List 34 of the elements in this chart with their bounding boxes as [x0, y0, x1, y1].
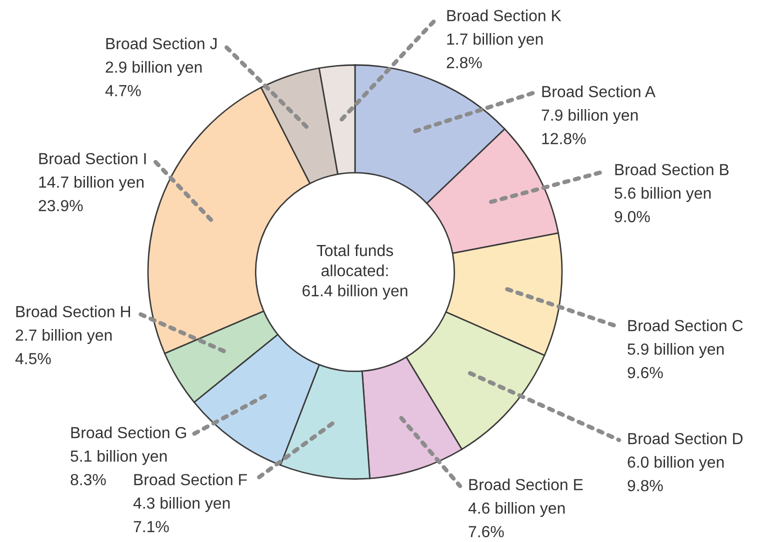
- data-label: 5.1 billion yen: [70, 450, 167, 465]
- text: Total funds allocated: 61.4 billion yen: [302, 244, 408, 300]
- data-label: 4.3 billion yen: [133, 497, 230, 512]
- text: 9.8%: [628, 480, 663, 492]
- slice-label: Broad Section J: [106, 38, 217, 50]
- slice-label: Broad Section E: [469, 478, 583, 490]
- data-label: 6.0 billion yen: [628, 456, 724, 471]
- slice-label: Broad Section C: [628, 320, 743, 332]
- data-label: 1.7 billion yen: [447, 33, 543, 48]
- text: 4.5%: [15, 353, 51, 364]
- slice-label: Broad Section B: [615, 164, 729, 176]
- data-label: 4.6 billion yen: [468, 502, 565, 517]
- slice-label: Broad Section D: [628, 432, 743, 444]
- data-label: 5.6 billion yen: [614, 187, 711, 202]
- text: 9.0%: [614, 210, 650, 222]
- text: 9.6%: [628, 366, 663, 378]
- slice-label: Broad Section F: [134, 474, 247, 486]
- data-label: 2.9 billion yen: [106, 61, 202, 76]
- text: 23.9%: [38, 200, 83, 212]
- slice-label: Broad Section K: [447, 10, 562, 22]
- text: 7.1%: [134, 521, 169, 532]
- data-label: 2.7 billion yen: [16, 329, 112, 344]
- data-label: 5.9 billion yen: [628, 343, 724, 358]
- text: 7.6%: [468, 526, 504, 538]
- data-label: 7.9 billion yen: [542, 109, 638, 124]
- slice-label: Broad Section H: [16, 306, 130, 318]
- slice-label: Broad Section G: [71, 426, 186, 438]
- slice-label: Broad Section I: [39, 152, 146, 164]
- text: 4.7%: [105, 85, 141, 96]
- data-label: 14.7 billion yen: [39, 176, 144, 191]
- slice-label: Broad Section A: [542, 86, 656, 98]
- text: 12.8%: [542, 132, 586, 144]
- text: 2.8%: [446, 56, 482, 68]
- text: 8.3%: [70, 474, 106, 486]
